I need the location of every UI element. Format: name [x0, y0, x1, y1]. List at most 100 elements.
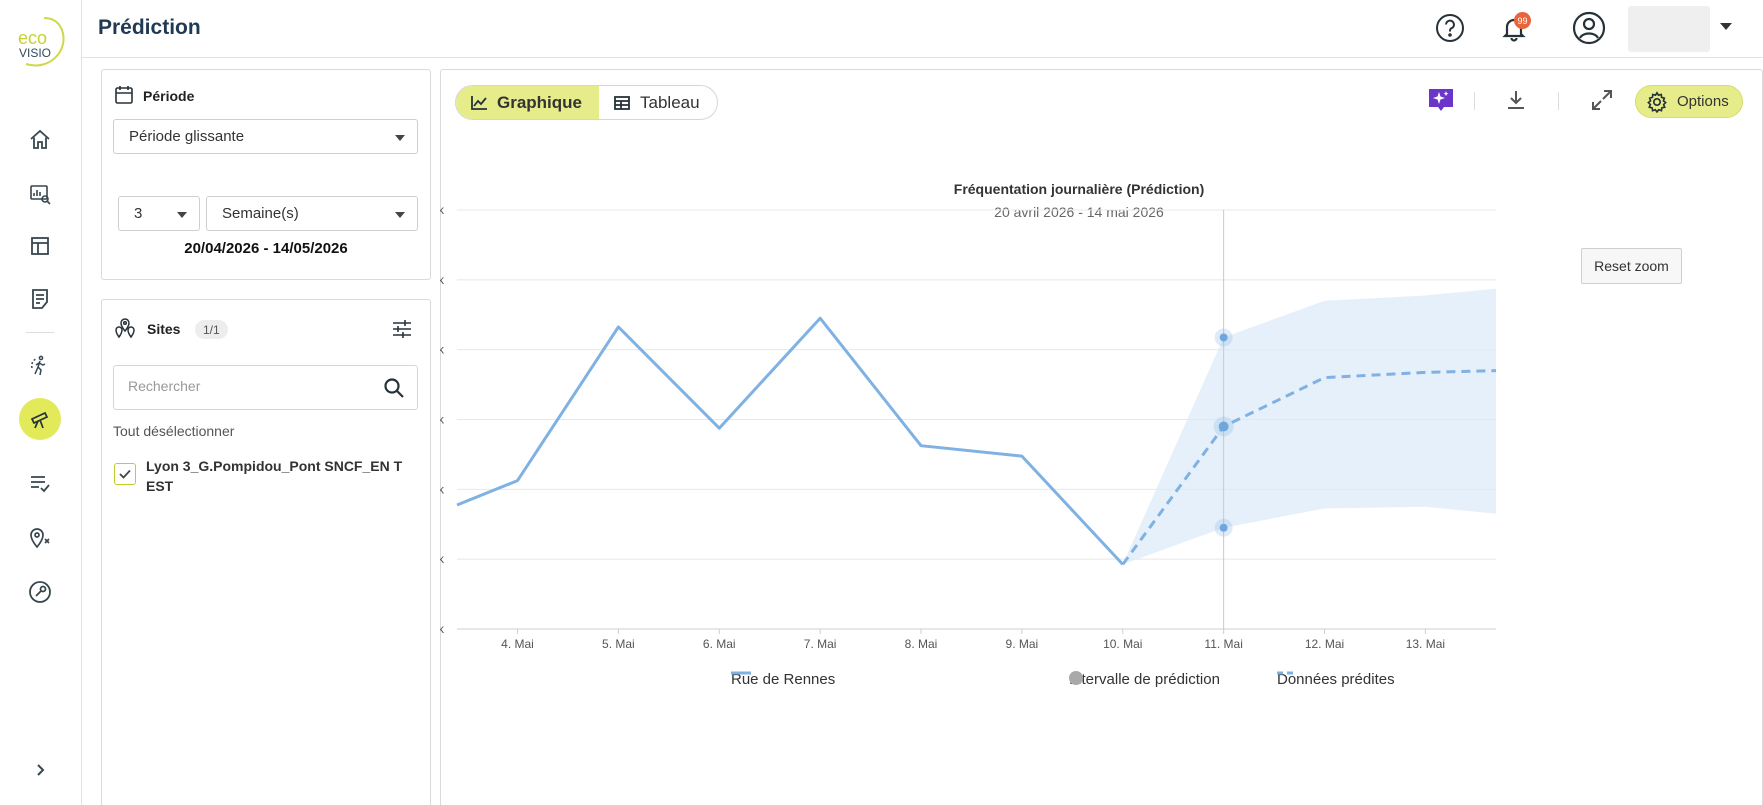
x-tick-label: 5. Mai — [602, 637, 635, 651]
ecovisio-logo[interactable]: eco VISIO — [14, 12, 70, 70]
deselect-all-link[interactable]: Tout désélectionner — [113, 423, 235, 439]
chevron-down-icon — [395, 212, 405, 218]
y-tick-label: 4k — [440, 552, 445, 566]
map-pin-icon[interactable] — [20, 518, 60, 558]
prediction-chart: Fréquentation journalière (Prédiction) 2… — [440, 69, 1763, 805]
sites-panel: Sites 1/1 Tout désélectionner Lyon 3_G.P… — [101, 299, 431, 805]
period-panel: Période Période glissante 3 Semaine(s) 2… — [101, 69, 431, 280]
top-header: Prédiction 99 — [82, 0, 1763, 58]
notifications-button[interactable]: 99 — [1496, 10, 1532, 46]
tab-chart-label: Graphique — [497, 92, 583, 112]
legend-item-observed[interactable]: Rue de Rennes — [731, 671, 835, 688]
chevron-down-icon — [395, 135, 405, 141]
reports-icon[interactable] — [20, 279, 60, 319]
filter-sliders-icon[interactable] — [391, 318, 413, 340]
chevron-down-icon — [177, 212, 187, 218]
wrench-icon[interactable] — [20, 572, 60, 612]
y-tick-label: 6k — [440, 482, 445, 496]
telescope-icon[interactable] — [19, 398, 61, 440]
fullscreen-icon[interactable] — [1582, 80, 1622, 120]
y-tick-label: 2k — [440, 622, 445, 636]
x-tick-label: 13. Mai — [1406, 637, 1445, 651]
y-tick-label: 12k — [440, 273, 445, 287]
checkmark-icon — [119, 469, 131, 479]
analysis-icon[interactable] — [20, 174, 60, 214]
observed-series-line — [456, 316, 1124, 566]
x-tick-label: 6. Mai — [703, 637, 736, 651]
period-title: Période — [143, 88, 195, 104]
checklist-icon[interactable] — [20, 463, 60, 503]
legend-solid-line-icon — [731, 671, 751, 675]
x-tick-label: 9. Mai — [1006, 637, 1039, 651]
y-tick-label: 10k — [440, 343, 445, 357]
prediction-interval-band — [1122, 288, 1496, 565]
x-tick-label: 8. Mai — [905, 637, 938, 651]
options-label: Options — [1677, 93, 1729, 110]
chart-svg: Fréquentation journalière (Prédiction) 2… — [440, 181, 1497, 651]
legend-label-interval: Intervalle de prédiction — [1069, 671, 1220, 688]
logo-text-eco: eco — [18, 28, 47, 48]
y-tick-label: 14k — [440, 203, 445, 217]
site-checkbox[interactable] — [114, 463, 136, 485]
interval-upper-marker — [1219, 333, 1228, 342]
dashboard-icon[interactable] — [20, 226, 60, 266]
period-count-select[interactable]: 3 — [118, 196, 200, 231]
x-tick-label: 10. Mai — [1103, 637, 1142, 651]
help-icon[interactable] — [1432, 10, 1468, 46]
page-title: Prédiction — [98, 16, 201, 39]
period-count-value: 3 — [134, 205, 143, 222]
x-tick-label: 7. Mai — [804, 637, 837, 651]
notification-badge: 99 — [1514, 12, 1531, 29]
toolbar-divider — [1558, 92, 1559, 110]
chart-title: Fréquentation journalière (Prédiction) — [954, 181, 1204, 197]
tab-table-label: Tableau — [640, 92, 700, 112]
predicted-point-marker — [1218, 421, 1229, 432]
legend-label-predicted: Données prédites — [1277, 671, 1395, 688]
home-icon[interactable] — [20, 120, 60, 160]
period-date-range: 20/04/2026 - 14/05/2026 — [184, 240, 348, 257]
table-icon — [614, 95, 630, 110]
legend-label-observed: Rue de Rennes — [731, 671, 836, 688]
x-tick-label: 11. Mai — [1204, 637, 1242, 651]
rail-divider — [26, 332, 54, 333]
predicted-series-line — [1121, 369, 1497, 566]
toolbar-divider — [1474, 92, 1475, 110]
legend-circle-icon — [1069, 671, 1083, 685]
reset-zoom-button[interactable]: Reset zoom — [1581, 248, 1682, 284]
user-name-field[interactable] — [1628, 6, 1710, 52]
x-tick-label: 12. Mai — [1305, 637, 1344, 651]
download-icon[interactable] — [1496, 80, 1536, 120]
pedestrian-icon[interactable] — [20, 346, 60, 386]
y-tick-label: 8k — [440, 413, 445, 427]
sites-search-box — [113, 365, 418, 410]
x-tick-label: 4. Mai — [501, 637, 534, 651]
period-unit-value: Semaine(s) — [222, 205, 299, 222]
site-item-label[interactable]: Lyon 3_G.Pompidou_Pont SNCF_EN T EST — [146, 458, 403, 494]
tab-table[interactable]: Tableau — [599, 86, 717, 119]
logo-text-visio: VISIO — [19, 46, 51, 60]
sites-search-input[interactable] — [128, 378, 368, 394]
period-mode-select[interactable]: Période glissante — [113, 119, 418, 154]
legend-dashed-line-icon — [1277, 671, 1297, 675]
left-rail: eco VISIO — [0, 0, 82, 805]
calendar-icon — [115, 86, 133, 104]
account-icon[interactable] — [1571, 10, 1607, 46]
period-mode-value: Période glissante — [129, 128, 245, 145]
sites-count-badge: 1/1 — [195, 320, 228, 339]
legend-item-predicted[interactable]: Données prédites — [1277, 671, 1395, 688]
chart-subtitle: 20 avril 2026 - 14 mai 2026 — [994, 204, 1164, 220]
chart-panel: Graphique Tableau Options — [440, 69, 1763, 805]
line-chart-icon — [471, 95, 487, 110]
interval-lower-marker — [1219, 523, 1228, 532]
period-unit-select[interactable]: Semaine(s) — [206, 196, 418, 231]
view-toggle: Graphique Tableau — [455, 85, 718, 120]
ai-assistant-icon[interactable] — [1421, 80, 1461, 120]
search-icon[interactable] — [383, 377, 405, 399]
gear-icon — [1647, 90, 1667, 113]
options-button[interactable]: Options — [1635, 85, 1743, 118]
legend-item-interval[interactable]: Intervalle de prédiction — [1069, 671, 1220, 688]
chevron-right-icon[interactable] — [20, 750, 60, 790]
tab-chart[interactable]: Graphique — [456, 86, 600, 119]
user-menu-caret-icon[interactable] — [1720, 23, 1732, 30]
